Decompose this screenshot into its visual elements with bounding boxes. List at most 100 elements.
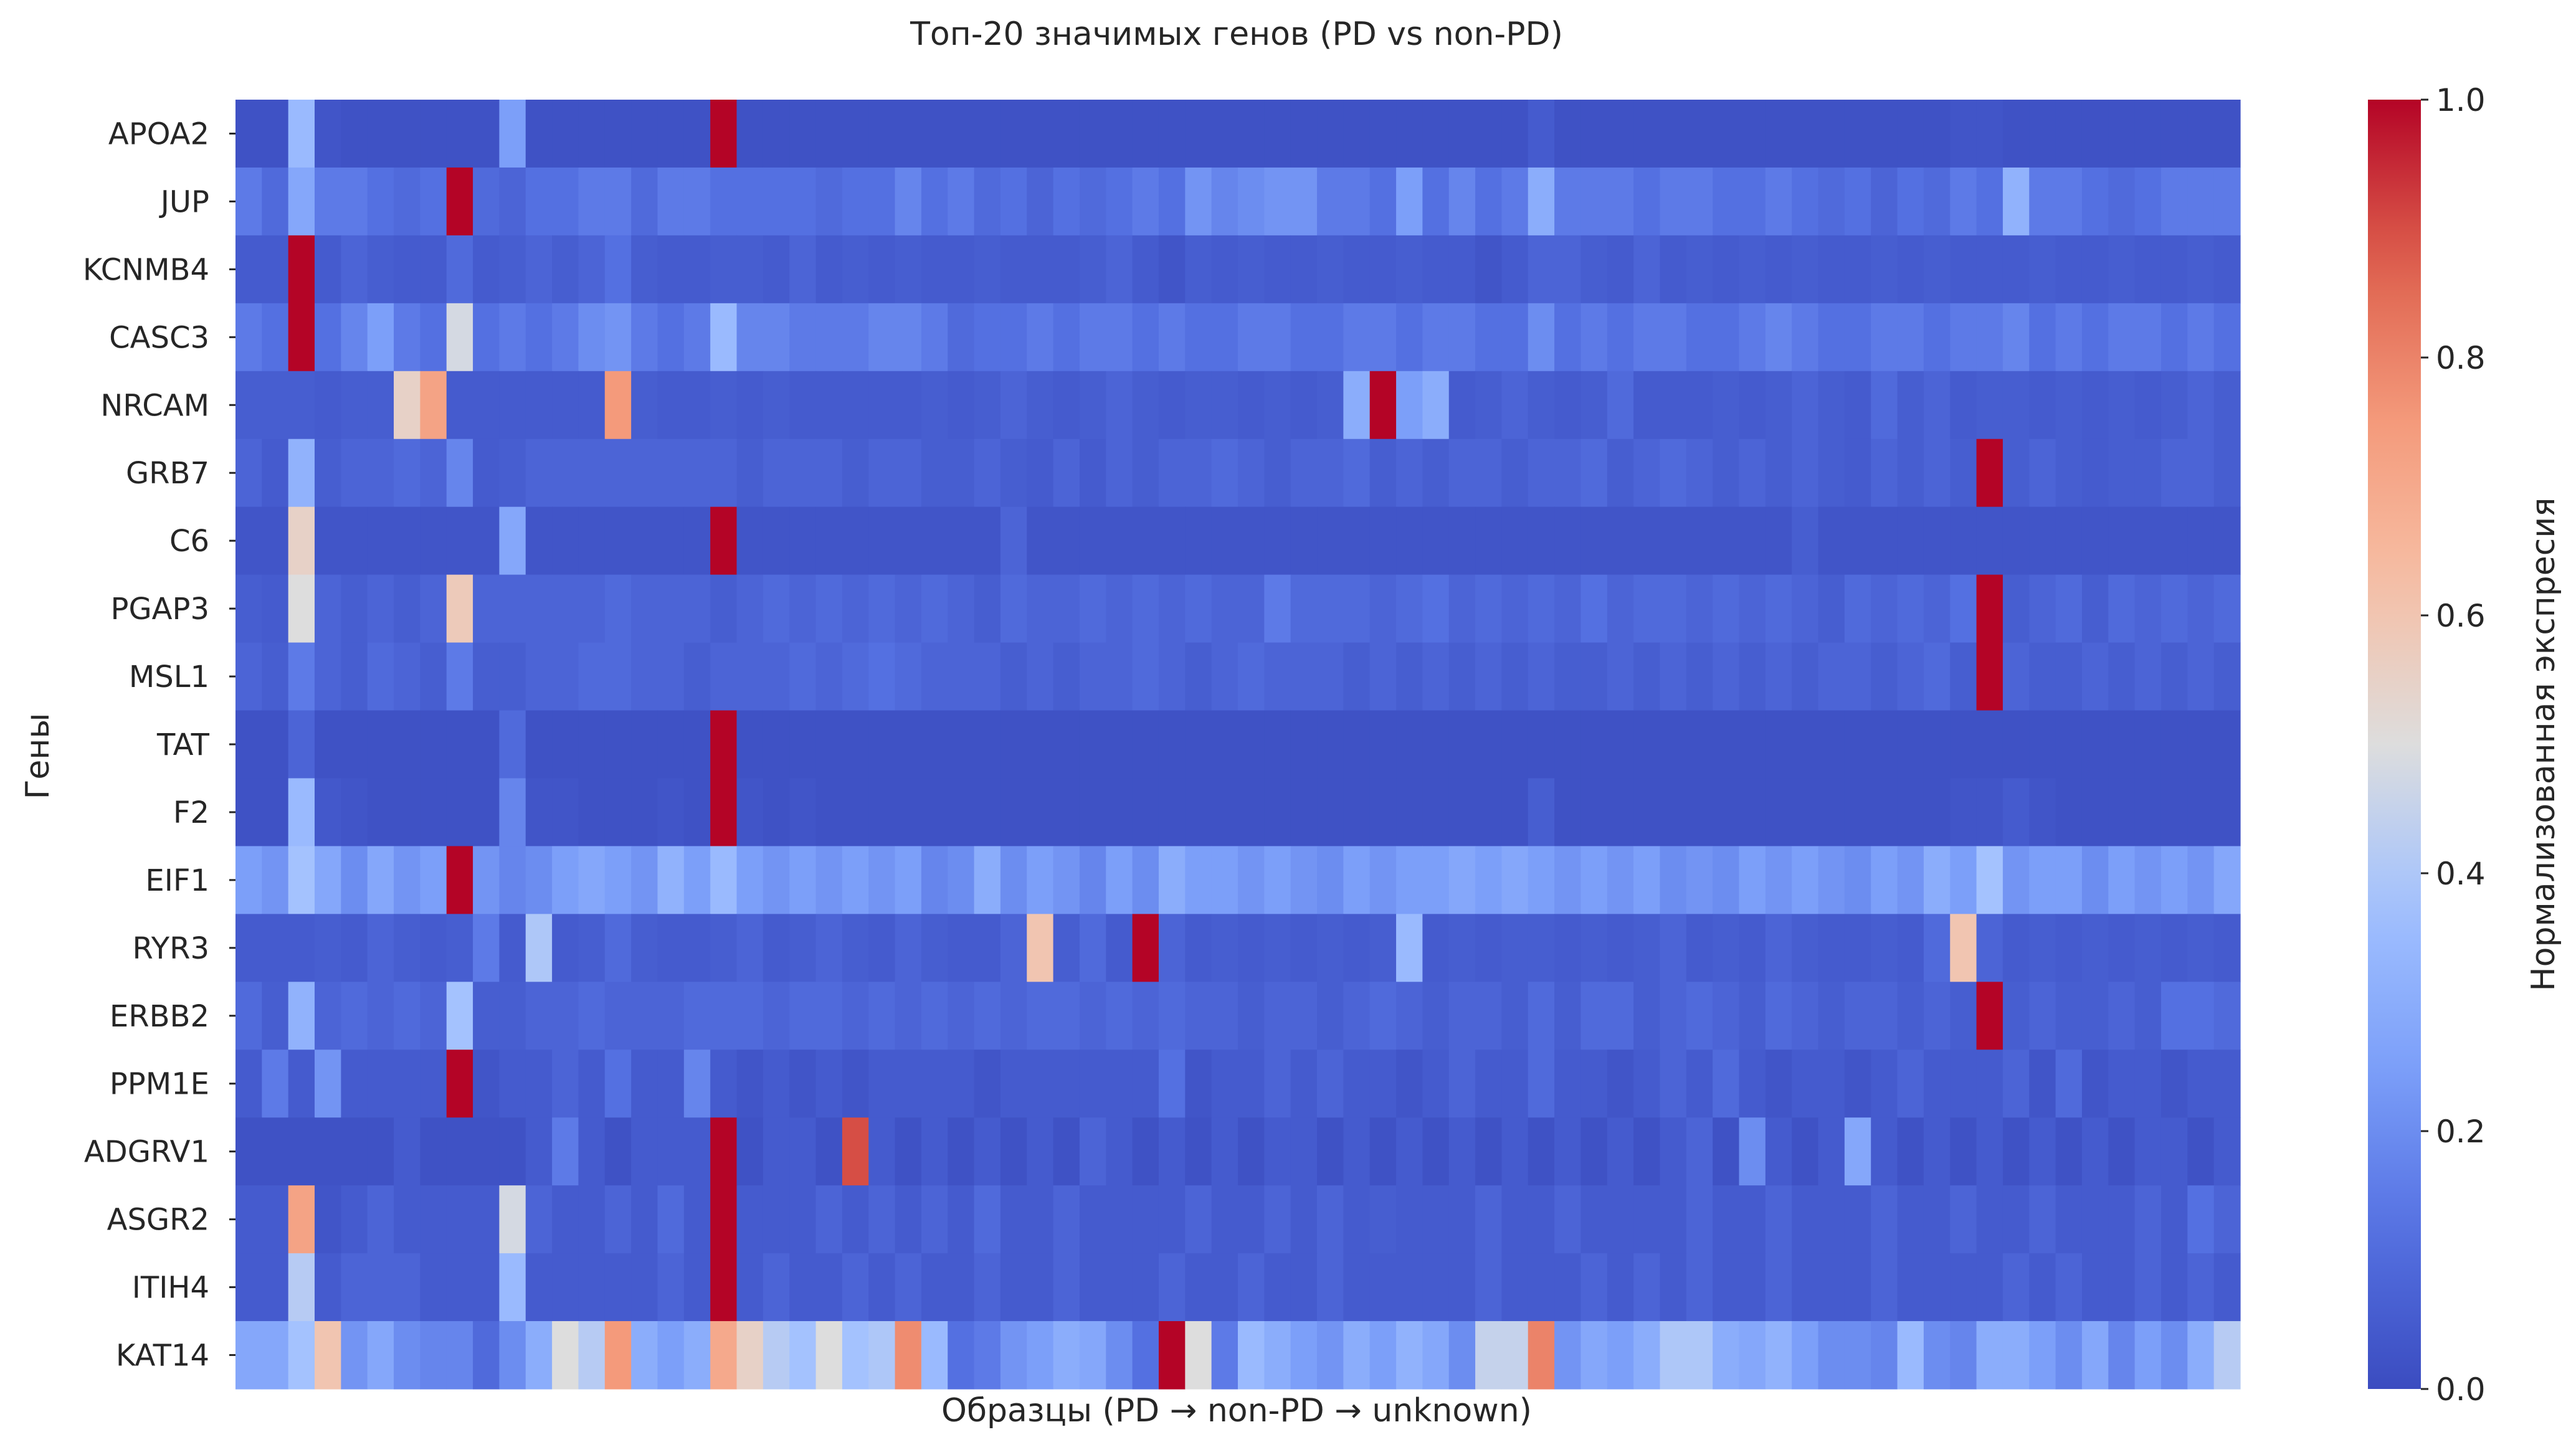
- heatmap-cell: [1317, 438, 1344, 508]
- heatmap-cell: [631, 982, 658, 1050]
- heatmap-cell: [1158, 846, 1186, 914]
- heatmap-cell: [1422, 1117, 1450, 1186]
- heatmap-cell: [367, 438, 394, 508]
- heatmap-cell: [1713, 574, 1740, 643]
- heatmap-cell: [235, 1117, 262, 1186]
- heatmap-cell: [1369, 642, 1397, 711]
- heatmap-cell: [1923, 710, 1951, 779]
- heatmap-cell: [657, 303, 685, 372]
- heatmap-cell: [763, 506, 790, 576]
- heatmap-cell: [1897, 1117, 1924, 1186]
- heatmap-cell: [1713, 235, 1740, 304]
- heatmap-cell: [1633, 778, 1661, 847]
- heatmap-cell: [2081, 1321, 2109, 1390]
- heatmap-cell: [2134, 1185, 2162, 1254]
- heatmap-cell: [2187, 1253, 2215, 1322]
- heatmap-cell: [2160, 1117, 2188, 1186]
- heatmap-cell: [1950, 846, 1977, 914]
- heatmap-cell: [552, 710, 579, 779]
- heatmap-cell: [2029, 371, 2056, 440]
- heatmap-cell: [420, 1321, 447, 1390]
- heatmap-cell: [499, 167, 526, 236]
- heatmap-cell: [604, 642, 632, 711]
- heatmap-cell: [710, 1117, 738, 1186]
- heatmap-cell: [1158, 778, 1186, 847]
- heatmap-cell: [736, 1117, 764, 1186]
- heatmap-cell: [921, 100, 948, 168]
- heatmap-cell: [1501, 1185, 1529, 1254]
- heatmap-cell: [2108, 506, 2136, 576]
- heatmap-cell: [1686, 778, 1713, 847]
- heatmap-cell: [1713, 1050, 1740, 1118]
- heatmap-cell: [1844, 710, 1871, 779]
- heatmap-cell: [1607, 1050, 1634, 1118]
- heatmap-cell: [1528, 574, 1555, 643]
- heatmap-cell: [1000, 438, 1027, 508]
- heatmap-cell: [842, 914, 869, 982]
- chart-title: Топ-20 значимых генов (PD vs non-PD): [910, 16, 1563, 53]
- heatmap-cell: [1027, 1050, 1054, 1118]
- heatmap-cell: [1238, 506, 1265, 576]
- heatmap-cell: [1765, 982, 1792, 1050]
- heatmap-cell: [315, 1185, 341, 1254]
- heatmap-cell: [2213, 710, 2241, 779]
- heatmap-cell: [2213, 846, 2241, 914]
- heatmap-cell: [578, 914, 606, 982]
- heatmap-cell: [974, 710, 1001, 779]
- heatmap-cell: [2187, 846, 2215, 914]
- heatmap-cell: [1211, 438, 1238, 508]
- heatmap-cell: [1079, 506, 1106, 576]
- heatmap-cell: [1290, 914, 1318, 982]
- heatmap-cell: [1027, 1185, 1054, 1254]
- heatmap-cell: [921, 710, 948, 779]
- heatmap-cell: [1343, 438, 1371, 508]
- heatmap-cell: [815, 303, 843, 372]
- heatmap-cell: [1501, 438, 1529, 508]
- heatmap-cell: [1317, 167, 1344, 236]
- heatmap-cell: [525, 1117, 553, 1186]
- heatmap-cell: [1713, 710, 1740, 779]
- heatmap-cell: [710, 506, 738, 576]
- heatmap-cell: [499, 371, 526, 440]
- heatmap-cell: [1844, 303, 1871, 372]
- heatmap-cell: [420, 506, 447, 576]
- heatmap-cell: [1739, 778, 1766, 847]
- heatmap-cell: [1475, 846, 1503, 914]
- heatmap-cell: [1053, 574, 1080, 643]
- heatmap-cell: [1185, 1185, 1212, 1254]
- heatmap-cell: [1475, 982, 1503, 1050]
- heatmap-cell: [1950, 100, 1977, 168]
- heatmap-cell: [1501, 303, 1529, 372]
- heatmap-cell: [1633, 1185, 1661, 1254]
- heatmap-cell: [842, 371, 869, 440]
- heatmap-cell: [1739, 371, 1766, 440]
- heatmap-cell: [1475, 642, 1503, 711]
- heatmap-cell: [868, 846, 896, 914]
- heatmap-cell: [1185, 710, 1212, 779]
- heatmap-cell: [525, 914, 553, 982]
- heatmap-cell: [2055, 100, 2083, 168]
- heatmap-cell: [868, 506, 896, 576]
- heatmap-cell: [1053, 1050, 1080, 1118]
- heatmap-cell: [1106, 438, 1133, 508]
- heatmap-cell: [921, 1050, 948, 1118]
- heatmap-cell: [1976, 710, 2003, 779]
- heatmap-cell: [1264, 1050, 1291, 1118]
- heatmap-cell: [1290, 982, 1318, 1050]
- heatmap-cell: [394, 982, 421, 1050]
- heatmap-cell: [394, 642, 421, 711]
- gene-label: ITIH4: [132, 1271, 209, 1306]
- heatmap-cell: [657, 235, 685, 304]
- heatmap-cell: [1580, 778, 1608, 847]
- colorbar-tick-label: 0.0: [2436, 1372, 2486, 1408]
- heatmap-cell: [683, 710, 711, 779]
- heatmap-cell: [763, 778, 790, 847]
- heatmap-cell: [288, 982, 315, 1050]
- heatmap-cell: [1871, 303, 1898, 372]
- heatmap-cell: [1923, 303, 1951, 372]
- heatmap-cell: [367, 574, 394, 643]
- heatmap-cell: [341, 438, 368, 508]
- heatmap-cell: [868, 574, 896, 643]
- heatmap-cell: [1792, 778, 1819, 847]
- heatmap-cell: [974, 506, 1001, 576]
